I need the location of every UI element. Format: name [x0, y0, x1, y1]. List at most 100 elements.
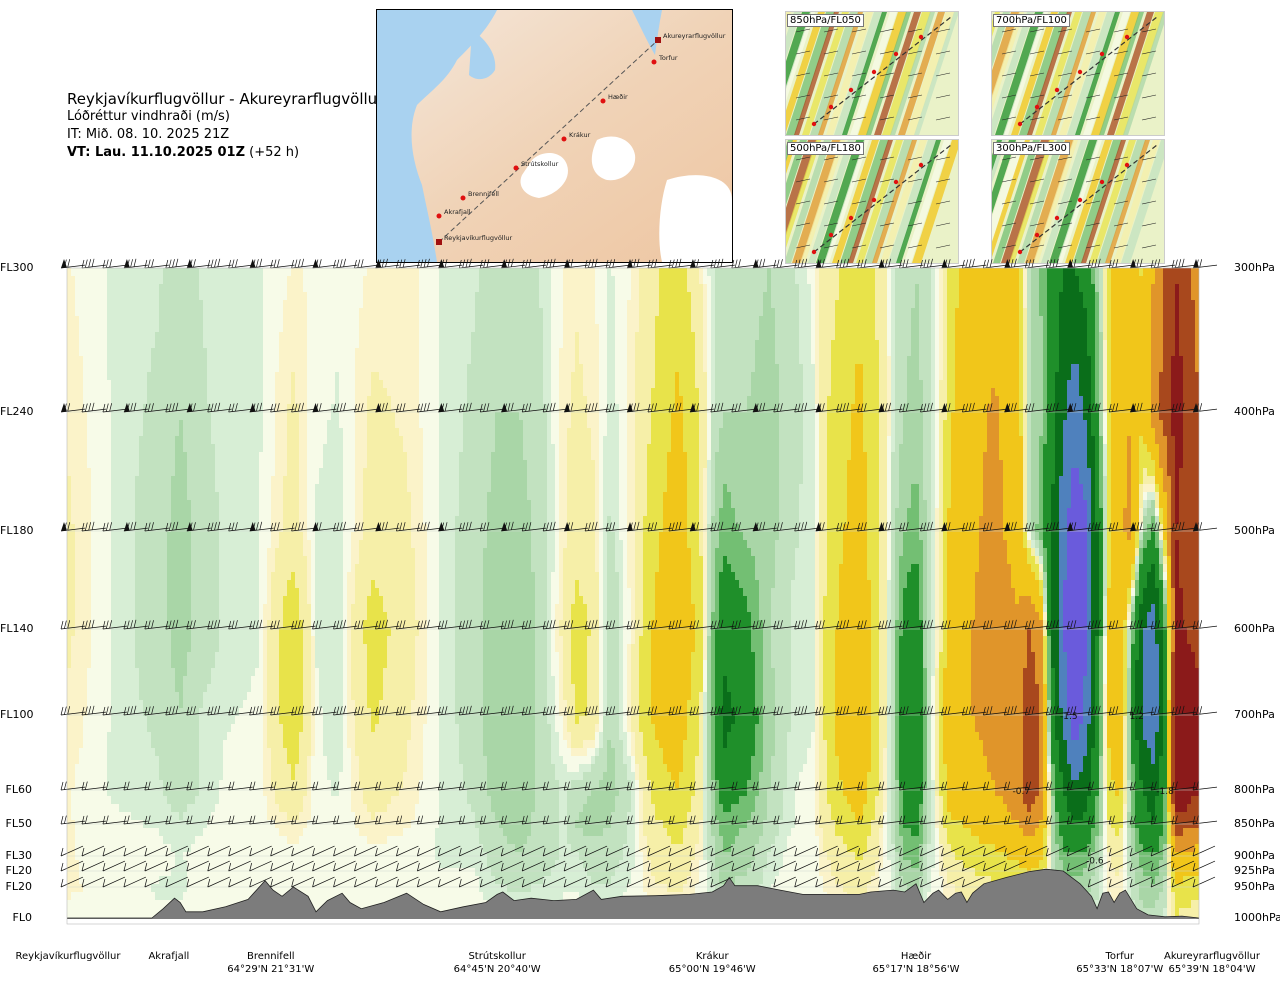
field-cell	[311, 604, 316, 613]
field-cell	[379, 708, 412, 717]
field-cell	[931, 692, 936, 701]
field-cell	[923, 652, 928, 661]
field-cell	[823, 668, 836, 677]
field-cell	[67, 404, 84, 413]
field-cell	[371, 708, 380, 717]
field-cell	[1131, 644, 1140, 653]
field-cell	[871, 612, 880, 621]
field-cell	[599, 444, 604, 453]
field-cell	[1127, 436, 1132, 445]
field-cell	[987, 420, 1000, 429]
field-cell	[299, 524, 308, 533]
field-cell	[623, 588, 632, 597]
field-cell	[703, 628, 708, 637]
field-cell	[1047, 556, 1052, 565]
field-cell	[603, 548, 608, 557]
field-cell	[887, 388, 892, 397]
field-cell	[895, 620, 904, 629]
field-cell	[1055, 444, 1064, 453]
field-cell	[923, 644, 928, 653]
field-cell	[1067, 564, 1088, 573]
field-cell	[1127, 484, 1132, 493]
field-cell	[891, 652, 896, 661]
field-cell	[1099, 564, 1104, 573]
mini-map-waypoint	[828, 232, 834, 238]
field-cell	[703, 668, 708, 677]
field-cell	[919, 364, 932, 373]
field-cell	[439, 452, 460, 461]
field-cell	[651, 620, 696, 629]
field-cell	[287, 588, 300, 597]
field-cell	[603, 564, 608, 573]
field-cell	[779, 452, 804, 461]
field-cell	[143, 404, 212, 413]
field-cell	[547, 572, 552, 581]
field-cell	[939, 268, 944, 277]
field-cell	[603, 652, 608, 661]
field-cell	[1039, 548, 1044, 557]
field-cell	[275, 444, 288, 453]
field-cell	[1047, 668, 1052, 677]
field-cell	[1111, 340, 1152, 349]
field-cell	[1139, 516, 1144, 525]
field-cell	[907, 356, 920, 365]
field-cell	[455, 540, 488, 549]
field-cell	[823, 612, 840, 621]
field-cell	[723, 692, 732, 701]
field-cell	[1179, 508, 1199, 517]
field-cell	[891, 460, 900, 469]
field-cell	[815, 452, 820, 461]
field-cell	[335, 388, 340, 397]
field-cell	[559, 372, 572, 381]
field-cell	[703, 676, 708, 685]
field-cell	[83, 396, 112, 405]
field-cell	[931, 412, 936, 421]
field-cell	[67, 428, 88, 437]
field-cell	[1023, 700, 1040, 709]
field-cell	[935, 492, 940, 501]
field-cell	[535, 700, 548, 709]
field-cell	[751, 388, 780, 397]
field-cell	[295, 388, 308, 397]
field-cell	[715, 484, 724, 493]
field-cell	[715, 300, 764, 309]
field-cell	[83, 372, 108, 381]
field-cell	[1163, 324, 1176, 333]
field-cell	[1143, 516, 1152, 525]
field-cell	[823, 604, 840, 613]
field-cell	[463, 412, 496, 421]
field-cell	[931, 700, 936, 709]
field-cell	[1159, 604, 1164, 613]
field-cell	[367, 668, 384, 677]
field-cell	[703, 572, 708, 581]
field-cell	[315, 596, 344, 605]
field-cell	[283, 524, 300, 533]
field-cell	[627, 692, 632, 701]
field-cell	[271, 500, 284, 509]
field-cell	[263, 644, 268, 653]
field-cell	[419, 284, 440, 293]
field-cell	[367, 444, 404, 453]
field-cell	[819, 404, 828, 413]
field-cell	[947, 292, 960, 301]
field-cell	[619, 588, 624, 597]
field-cell	[899, 492, 912, 501]
field-cell	[687, 492, 700, 501]
field-cell	[1051, 660, 1060, 669]
field-cell	[819, 596, 824, 605]
field-cell	[1175, 596, 1184, 605]
field-cell	[439, 420, 464, 429]
field-cell	[299, 588, 308, 597]
field-cell	[455, 548, 484, 557]
field-cell	[755, 692, 764, 701]
field-cell	[1023, 356, 1028, 365]
field-cell	[687, 500, 700, 509]
field-cell	[1107, 340, 1112, 349]
field-cell	[191, 644, 220, 653]
field-cell	[475, 324, 544, 333]
field-cell	[563, 308, 596, 317]
field-cell	[259, 492, 272, 501]
field-cell	[939, 372, 944, 381]
field-cell	[1031, 412, 1044, 421]
field-cell	[479, 276, 540, 285]
